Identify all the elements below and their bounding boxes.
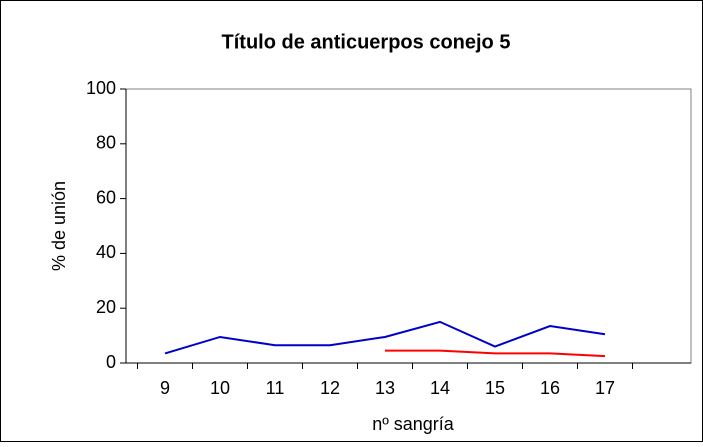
x-tick-label: 15 [485,378,505,398]
y-tick-label: 80 [96,133,116,153]
x-tick-label: 16 [540,378,560,398]
x-tick-label: 11 [266,378,285,398]
plot-area [125,88,692,364]
x-tick-label: 12 [320,378,340,398]
x-tick-label: 10 [210,378,230,398]
y-axis-label: % de unión [49,181,69,271]
y-tick-label: 60 [96,187,116,207]
y-tick-label: 100 [86,78,116,98]
y-tick-label: 0 [106,352,116,372]
chart-title: Título de anticuerpos conejo 5 [222,31,511,53]
x-tick-label: 13 [375,378,395,398]
series-line [164,320,606,355]
y-tick-label: 40 [96,242,116,262]
x-tick-label: 9 [160,378,170,398]
x-tick-label: 17 [595,378,615,398]
x-axis-label: nº sangría [372,414,455,434]
y-tick-label: 20 [96,297,116,317]
x-tick-label: 14 [430,378,450,398]
series-line [385,349,606,358]
